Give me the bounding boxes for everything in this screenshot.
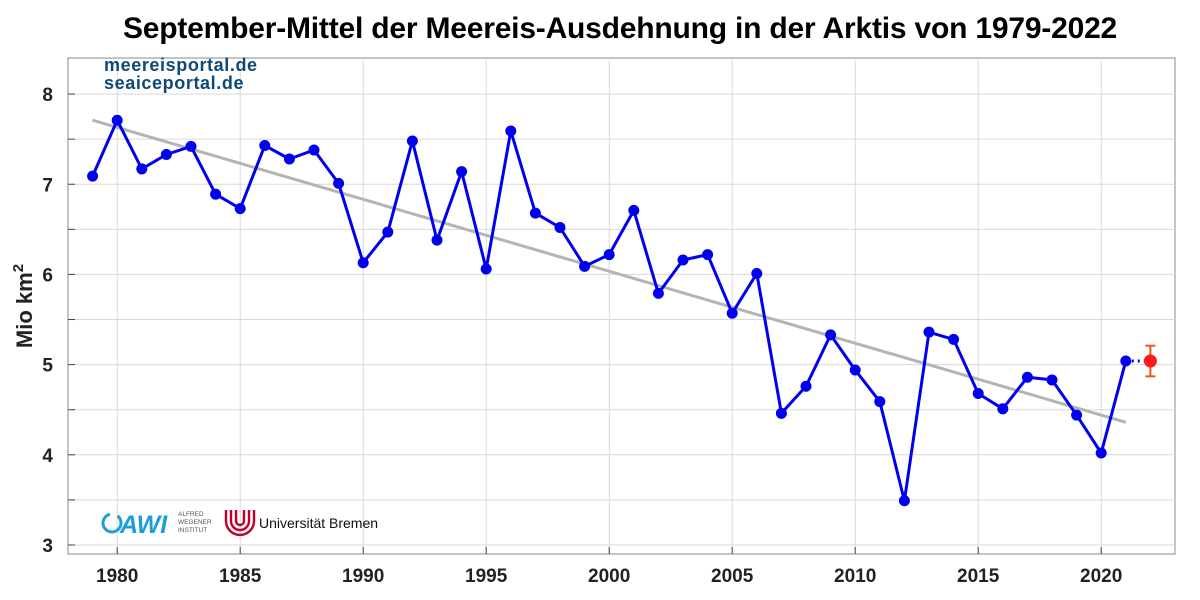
data-point bbox=[775, 407, 787, 419]
x-tick-label: 1980 bbox=[96, 566, 138, 587]
data-point bbox=[111, 114, 123, 126]
data-point bbox=[529, 207, 541, 219]
y-axis-label: Mio km2 bbox=[10, 264, 37, 348]
data-point bbox=[948, 333, 960, 345]
data-point bbox=[898, 495, 910, 507]
data-point bbox=[234, 203, 246, 215]
awi-line-1: ALFRED bbox=[178, 511, 204, 518]
data-point bbox=[997, 403, 1009, 415]
data-point bbox=[677, 254, 689, 266]
x-tick-label: 2010 bbox=[834, 566, 876, 587]
y-tick-label: 3 bbox=[42, 536, 53, 557]
data-point bbox=[160, 148, 172, 160]
y-tick-label: 4 bbox=[42, 446, 53, 467]
data-point bbox=[726, 307, 738, 319]
data-point bbox=[579, 260, 591, 272]
data-point bbox=[210, 188, 222, 200]
portal-url-de: meereisportal.de bbox=[104, 55, 258, 75]
data-point bbox=[87, 170, 99, 182]
data-point bbox=[406, 135, 418, 147]
data-point bbox=[382, 226, 394, 238]
data-point bbox=[456, 166, 468, 178]
y-tick-label: 7 bbox=[42, 175, 53, 196]
data-point bbox=[972, 387, 984, 399]
data-point bbox=[357, 257, 369, 269]
x-tick-label: 1995 bbox=[465, 566, 508, 587]
x-tick-label: 2000 bbox=[588, 566, 630, 587]
data-point bbox=[283, 153, 295, 165]
x-tick-label: 1985 bbox=[219, 566, 262, 587]
y-tick-label: 8 bbox=[42, 85, 53, 106]
data-point bbox=[259, 139, 271, 151]
forecast-point bbox=[1143, 354, 1157, 368]
awi-line-2: WEGENER bbox=[178, 519, 212, 526]
uni-emblem-icon bbox=[224, 510, 256, 537]
x-tick-label: 2015 bbox=[957, 566, 1000, 587]
awi-wordmark: AWI bbox=[119, 511, 168, 539]
tick-labels: 1980 1985 1990 1995 2000 2005 2010 2015 2020 3 4 5 6… bbox=[42, 85, 1122, 587]
x-tick-label: 1990 bbox=[342, 566, 384, 587]
awi-globe-icon bbox=[101, 512, 123, 534]
data-point bbox=[1046, 374, 1058, 386]
y-tick-label: 6 bbox=[42, 265, 53, 286]
plot-area bbox=[67, 57, 1176, 555]
data-point bbox=[431, 234, 443, 246]
data-point bbox=[554, 222, 566, 234]
data-point bbox=[1120, 355, 1132, 367]
data-point bbox=[849, 364, 861, 376]
data-point bbox=[603, 249, 615, 261]
data-point bbox=[874, 396, 886, 408]
data-point bbox=[1095, 447, 1107, 459]
data-series bbox=[87, 114, 1157, 507]
portal-url-en: seaiceportal.de bbox=[104, 73, 245, 93]
data-point bbox=[136, 163, 148, 175]
data-point bbox=[185, 140, 197, 152]
data-point bbox=[333, 177, 345, 189]
awi-line-3: INSTITUT bbox=[178, 527, 207, 534]
data-point bbox=[628, 204, 640, 216]
awi-logo: AWI ALFRED WEGENER INSTITUT bbox=[101, 511, 212, 539]
axis-ticks bbox=[68, 93, 1102, 554]
data-point bbox=[923, 326, 935, 338]
trend-line bbox=[92, 118, 1127, 424]
data-point bbox=[825, 329, 837, 341]
chart-title: September-Mittel der Meereis-Ausdehnung … bbox=[122, 12, 1118, 45]
data-point bbox=[505, 125, 517, 137]
x-tick-label: 2005 bbox=[711, 566, 754, 587]
x-tick-label: 2020 bbox=[1080, 566, 1122, 587]
y-tick-label: 5 bbox=[42, 356, 53, 377]
data-point bbox=[1021, 371, 1033, 383]
data-point bbox=[652, 287, 664, 299]
data-point bbox=[702, 249, 714, 261]
uni-name: Universität Bremen bbox=[259, 515, 378, 531]
uni-bremen-logo: Universität Bremen bbox=[224, 510, 378, 537]
data-point bbox=[800, 380, 812, 392]
trend-line-segment bbox=[92, 118, 1127, 424]
data-point bbox=[480, 263, 492, 275]
data-point bbox=[751, 268, 763, 280]
data-point bbox=[1071, 409, 1083, 421]
data-point bbox=[308, 144, 320, 156]
